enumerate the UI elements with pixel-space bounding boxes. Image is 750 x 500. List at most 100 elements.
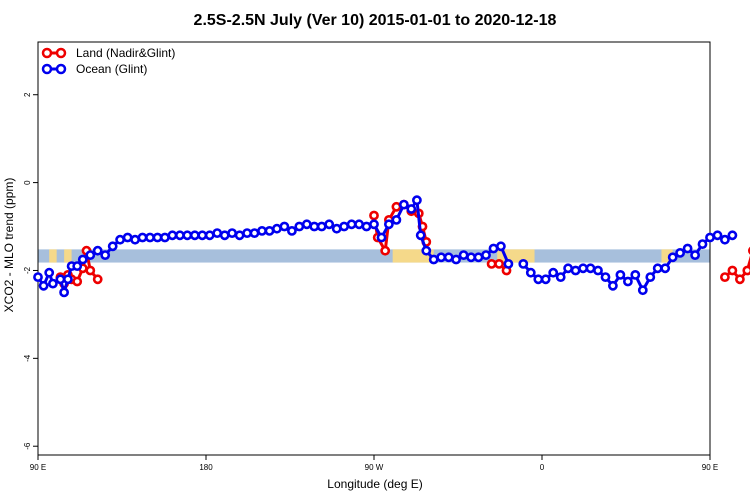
- data-point: [249, 228, 260, 238]
- data-point: [548, 267, 559, 278]
- band-layer: [38, 249, 710, 263]
- data-point: [525, 267, 536, 278]
- data-point: [33, 272, 43, 282]
- data-point: [189, 230, 200, 241]
- data-point: [585, 263, 596, 274]
- data-point: [107, 241, 118, 252]
- data-point: [182, 230, 193, 241]
- data-point: [63, 274, 73, 285]
- data-point: [92, 245, 103, 256]
- y-axis-label: XCO2 - MLO trend (ppm): [2, 178, 16, 313]
- legend-swatch-marker: [55, 63, 67, 75]
- data-point: [458, 250, 469, 260]
- land-band-patch: [64, 249, 72, 263]
- data-point: [301, 219, 312, 230]
- data-point: [257, 225, 267, 236]
- data-point: [660, 263, 671, 274]
- data-point: [735, 274, 745, 285]
- data-point: [398, 199, 409, 210]
- data-point: [637, 285, 648, 296]
- data-point: [563, 263, 573, 274]
- data-point: [234, 230, 245, 241]
- data-point: [391, 201, 402, 212]
- data-point: [494, 258, 504, 269]
- data-point: [324, 219, 335, 230]
- data-point: [411, 195, 422, 206]
- data-point: [428, 254, 439, 265]
- y-tick-label: 0: [23, 180, 32, 185]
- data-point: [115, 234, 125, 245]
- land-band-patch: [661, 249, 673, 263]
- x-axis: 90 E 180 90 W 0 90 E: [30, 455, 718, 472]
- series-ocean: [33, 195, 738, 298]
- data-point: [630, 269, 641, 280]
- data-point: [720, 234, 730, 245]
- data-point: [406, 204, 417, 214]
- data-point: [675, 247, 685, 258]
- data-point: [369, 219, 379, 230]
- y-tick-label: -2: [23, 266, 32, 274]
- data-point: [451, 254, 461, 265]
- data-point: [167, 230, 178, 241]
- y-tick-label: -4: [23, 354, 32, 362]
- legend-swatch-marker: [55, 47, 67, 59]
- data-point: [159, 232, 170, 243]
- data-point: [361, 221, 372, 232]
- land-band-patch: [49, 249, 57, 263]
- x-axis-label: Longitude (deg E): [327, 477, 422, 491]
- data-point: [436, 252, 447, 263]
- x-tick-label: 90 E: [702, 463, 718, 472]
- y-tick-label: 2: [23, 92, 32, 97]
- legend: Land (Nadir&Glint) Ocean (Glint): [41, 46, 175, 76]
- data-point: [555, 272, 566, 282]
- data-point: [59, 287, 69, 298]
- data-point: [600, 272, 611, 282]
- data-point: [727, 265, 738, 276]
- data-point: [503, 258, 514, 269]
- data-point: [92, 274, 103, 285]
- data-point: [212, 228, 223, 238]
- data-point: [44, 267, 55, 278]
- data-point: [271, 223, 282, 234]
- data-point: [100, 250, 111, 260]
- data-point: [279, 221, 290, 232]
- legend-item-land: Land (Nadir&Glint): [41, 46, 175, 60]
- data-point: [593, 265, 603, 276]
- data-point: [473, 252, 484, 263]
- data-point: [85, 250, 96, 260]
- data-point: [55, 274, 66, 285]
- data-point: [48, 278, 58, 289]
- data-point: [623, 276, 633, 287]
- legend-label: Land (Nadir&Glint): [76, 46, 175, 60]
- data-point: [682, 243, 693, 254]
- data-point: [518, 258, 529, 269]
- data-point: [705, 232, 715, 243]
- data-point: [570, 265, 581, 276]
- x-tick-label: 0: [540, 463, 545, 472]
- data-point: [486, 258, 497, 269]
- data-point: [615, 269, 626, 280]
- data-point: [204, 230, 215, 241]
- data-point: [415, 230, 426, 241]
- data-point: [376, 232, 387, 243]
- legend-item-ocean: Ocean (Glint): [41, 62, 147, 76]
- data-point: [540, 274, 551, 285]
- data-point: [667, 252, 678, 263]
- reference-band: [38, 249, 710, 263]
- data-point: [369, 210, 379, 221]
- series-layer: [33, 195, 750, 298]
- x-tick-label: 90 E: [30, 463, 46, 472]
- data-point: [421, 245, 432, 256]
- legend-label: Ocean (Glint): [76, 62, 147, 76]
- data-point: [339, 221, 349, 232]
- data-point: [316, 221, 327, 232]
- data-point: [346, 219, 357, 230]
- data-point: [227, 228, 237, 238]
- data-point: [380, 245, 391, 256]
- x-tick-label: 180: [199, 463, 213, 472]
- data-point: [608, 280, 618, 291]
- data-point: [391, 214, 402, 225]
- data-point: [481, 250, 491, 260]
- data-point: [742, 265, 750, 276]
